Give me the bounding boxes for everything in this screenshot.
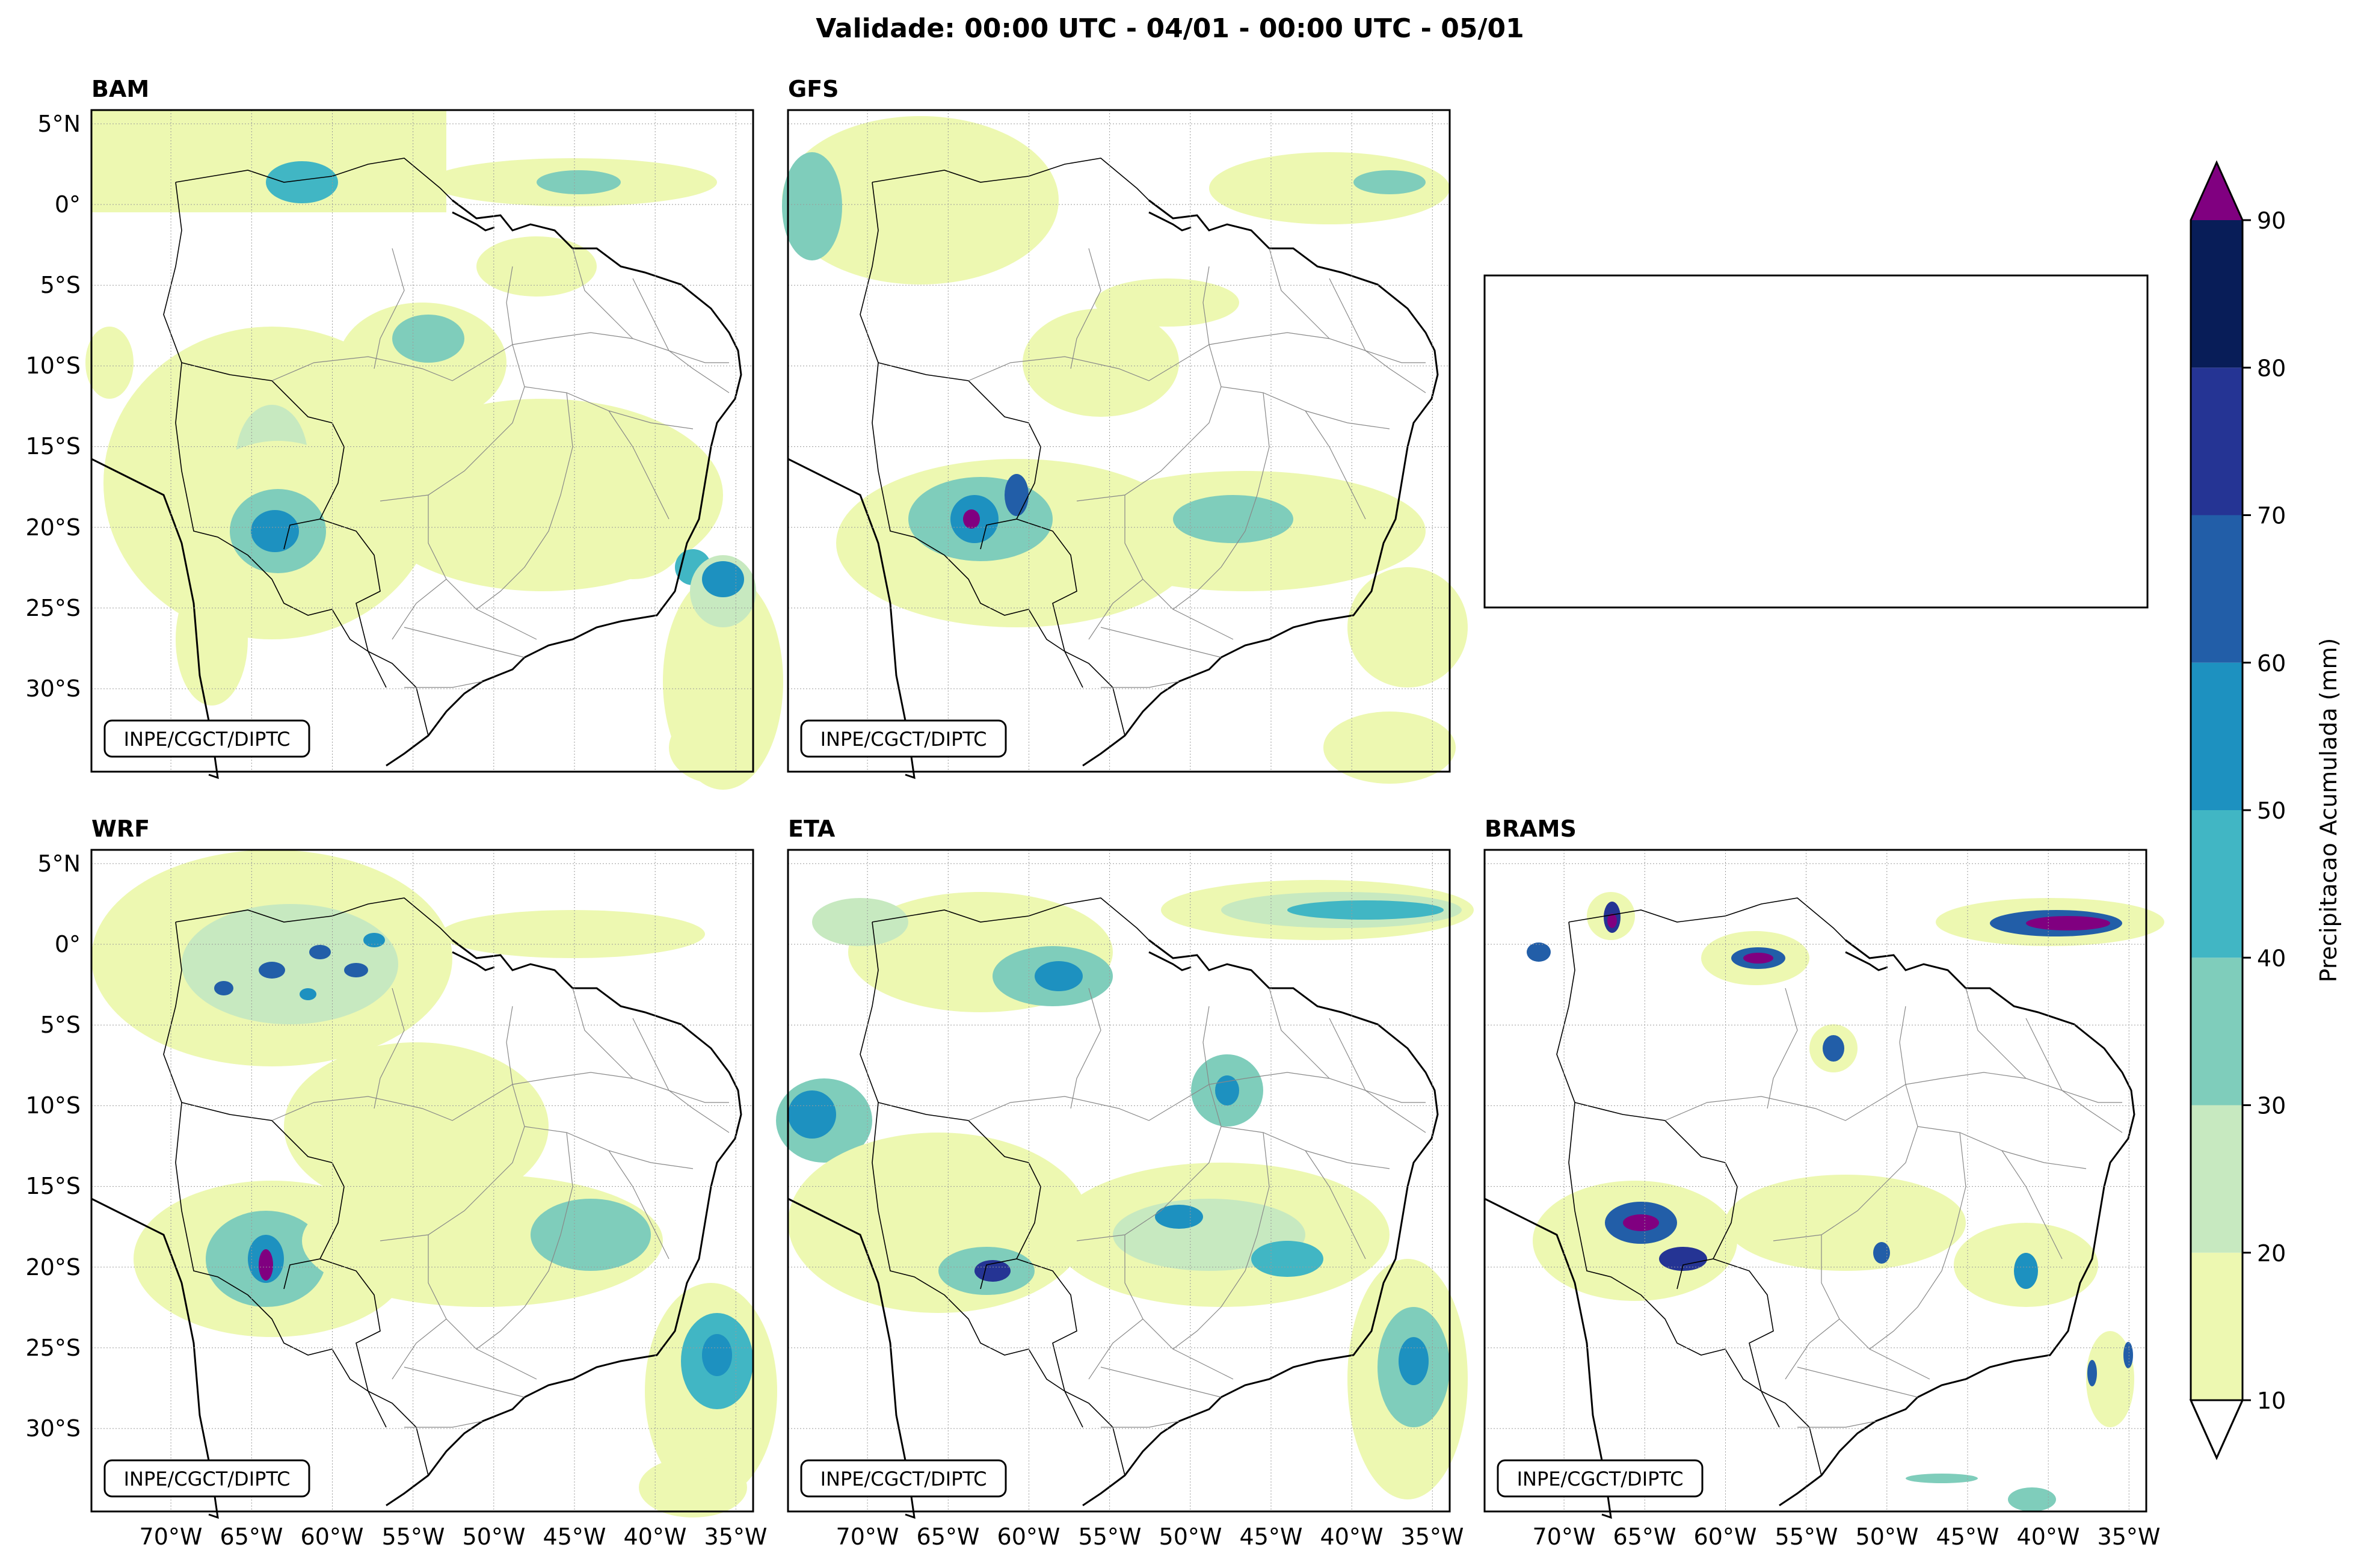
lon-label: 45°W bbox=[1240, 1523, 1303, 1550]
panel-title: BRAMS bbox=[1485, 816, 1577, 842]
colorbar-tick-label: 70 bbox=[2257, 503, 2286, 529]
colorbar-under-arrow bbox=[2189, 1399, 2244, 1460]
colorbar-tick-label: 30 bbox=[2257, 1093, 2286, 1119]
colorbar-bin bbox=[2191, 1252, 2243, 1400]
lon-label: 70°W bbox=[140, 1523, 203, 1550]
lon-label: 35°W bbox=[2098, 1523, 2161, 1550]
lon-label: 70°W bbox=[1533, 1523, 1596, 1550]
credit-label: INPE/CGCT/DIPTC bbox=[1517, 1468, 1684, 1490]
lat-label: 5°S bbox=[40, 1012, 81, 1038]
panel-wrf: WRF bbox=[26, 816, 777, 1550]
lat-labels: 5°N 0° 5°S 10°S 15°S 20°S 25°S 30°S bbox=[26, 850, 81, 1442]
lon-label: 50°W bbox=[1159, 1523, 1222, 1550]
colorbar: 10 20 30 40 50 60 70 80 90 Precipitacao Acumulad… bbox=[2189, 160, 2342, 1460]
colorbar-bin bbox=[2191, 515, 2243, 663]
lat-label: 25°S bbox=[26, 595, 81, 621]
credit-label: INPE/CGCT/DIPTC bbox=[820, 728, 987, 751]
lon-label: 50°W bbox=[463, 1523, 526, 1550]
panel-title: BAM bbox=[91, 76, 149, 102]
lat-label: 25°S bbox=[26, 1335, 81, 1361]
colorbar-over-arrow bbox=[2191, 162, 2243, 220]
precip-field bbox=[91, 850, 777, 1517]
lat-label: 10°S bbox=[26, 1092, 81, 1119]
colorbar-ticks: 10 20 30 40 50 60 70 80 90 bbox=[2243, 208, 2286, 1414]
credit-box bbox=[800, 719, 1007, 758]
lon-label: 45°W bbox=[543, 1523, 606, 1550]
lat-label: 0° bbox=[55, 191, 81, 218]
lon-labels: 70°W 65°W 60°W 55°W 50°W 45°W 40°W 35°W bbox=[140, 1523, 768, 1550]
map-area: INPE/CGCT/DIPTC bbox=[90, 849, 777, 1519]
colorbar-bin bbox=[2191, 958, 2243, 1105]
lon-label: 65°W bbox=[917, 1523, 980, 1550]
lat-label: 30°S bbox=[26, 675, 81, 702]
lon-label: 50°W bbox=[1856, 1523, 1919, 1550]
lat-label: 5°S bbox=[40, 272, 81, 298]
credit-label: INPE/CGCT/DIPTC bbox=[124, 1468, 291, 1490]
map-area: INPE/CGCT/DIPTC bbox=[1483, 849, 2164, 1519]
lon-label: 55°W bbox=[1079, 1523, 1142, 1550]
lon-label: 35°W bbox=[1401, 1523, 1464, 1550]
colorbar-tick-label: 90 bbox=[2257, 208, 2286, 234]
panel-title: WRF bbox=[91, 816, 150, 842]
lon-label: 65°W bbox=[220, 1523, 283, 1550]
credit-label: INPE/CGCT/DIPTC bbox=[124, 728, 291, 751]
lat-label: 20°S bbox=[26, 1254, 81, 1281]
credit-box bbox=[103, 1459, 310, 1498]
map-area: INPE/CGCT/DIPTC bbox=[776, 849, 1474, 1519]
colorbar-bin bbox=[2191, 810, 2243, 958]
credit-box bbox=[1497, 1459, 1704, 1498]
panel-title: ETA bbox=[788, 816, 836, 842]
figure-title: Validade: 00:00 UTC - 04/01 - 00:00 UTC … bbox=[816, 13, 1524, 44]
empty-panel-box bbox=[1483, 274, 2149, 609]
lon-label: 35°W bbox=[704, 1523, 768, 1550]
colorbar-bin bbox=[2191, 220, 2243, 368]
lon-label: 60°W bbox=[301, 1523, 364, 1550]
lat-label: 5°N bbox=[37, 111, 81, 137]
lon-label: 60°W bbox=[1694, 1523, 1757, 1550]
panel-title: GFS bbox=[788, 76, 839, 102]
lon-label: 65°W bbox=[1613, 1523, 1676, 1550]
colorbar-tick-label: 40 bbox=[2257, 945, 2286, 971]
lat-label: 20°S bbox=[26, 514, 81, 541]
colorbar-tick-label: 60 bbox=[2257, 650, 2286, 677]
lon-labels: 70°W 65°W 60°W 55°W 50°W 45°W 40°W 35°W bbox=[836, 1523, 1464, 1550]
lon-label: 70°W bbox=[836, 1523, 899, 1550]
panel-bam: BAM bbox=[26, 76, 783, 790]
panel-gfs: GFS I bbox=[782, 76, 1468, 784]
lon-label: 40°W bbox=[2017, 1523, 2080, 1550]
lat-label: 0° bbox=[55, 931, 81, 958]
lon-label: 55°W bbox=[382, 1523, 445, 1550]
colorbar-bin bbox=[2191, 1105, 2243, 1253]
lon-label: 60°W bbox=[997, 1523, 1060, 1550]
lon-label: 55°W bbox=[1775, 1523, 1838, 1550]
panel-eta: ETA bbox=[776, 816, 1474, 1550]
credit-box bbox=[103, 719, 310, 758]
colorbar-bin bbox=[2191, 367, 2243, 515]
lat-label: 10°S bbox=[26, 352, 81, 379]
lat-label: 30°S bbox=[26, 1415, 81, 1442]
precip-field bbox=[776, 880, 1474, 1499]
map-area: INPE/CGCT/DIPTC bbox=[85, 109, 783, 790]
colorbar-tick-label: 80 bbox=[2257, 355, 2286, 381]
map-area: INPE/CGCT/DIPTC bbox=[782, 109, 1468, 784]
lat-label: 15°S bbox=[26, 1173, 81, 1199]
lat-labels: 5°N 0° 5°S 10°S 15°S 20°S 25°S 30°S bbox=[26, 111, 81, 702]
panel-brams: BRAMS bbox=[1483, 816, 2164, 1550]
lon-label: 45°W bbox=[1936, 1523, 1999, 1550]
lon-labels: 70°W 65°W 60°W 55°W 50°W 45°W 40°W 35°W bbox=[1533, 1523, 2161, 1550]
colorbar-tick-label: 50 bbox=[2257, 798, 2286, 824]
precip-field bbox=[1527, 892, 2164, 1511]
colorbar-bins bbox=[2191, 220, 2243, 1400]
credit-label: INPE/CGCT/DIPTC bbox=[820, 1468, 987, 1490]
colorbar-label: Precipitacao Acumulada (mm) bbox=[2315, 638, 2342, 983]
colorbar-tick-label: 20 bbox=[2257, 1240, 2286, 1267]
credit-box bbox=[800, 1459, 1007, 1498]
colorbar-bin bbox=[2191, 662, 2243, 810]
lat-label: 5°N bbox=[37, 850, 81, 877]
lon-label: 40°W bbox=[624, 1523, 687, 1550]
lat-label: 15°S bbox=[26, 433, 81, 460]
lon-label: 40°W bbox=[1320, 1523, 1384, 1550]
colorbar-tick-label: 10 bbox=[2257, 1388, 2286, 1414]
